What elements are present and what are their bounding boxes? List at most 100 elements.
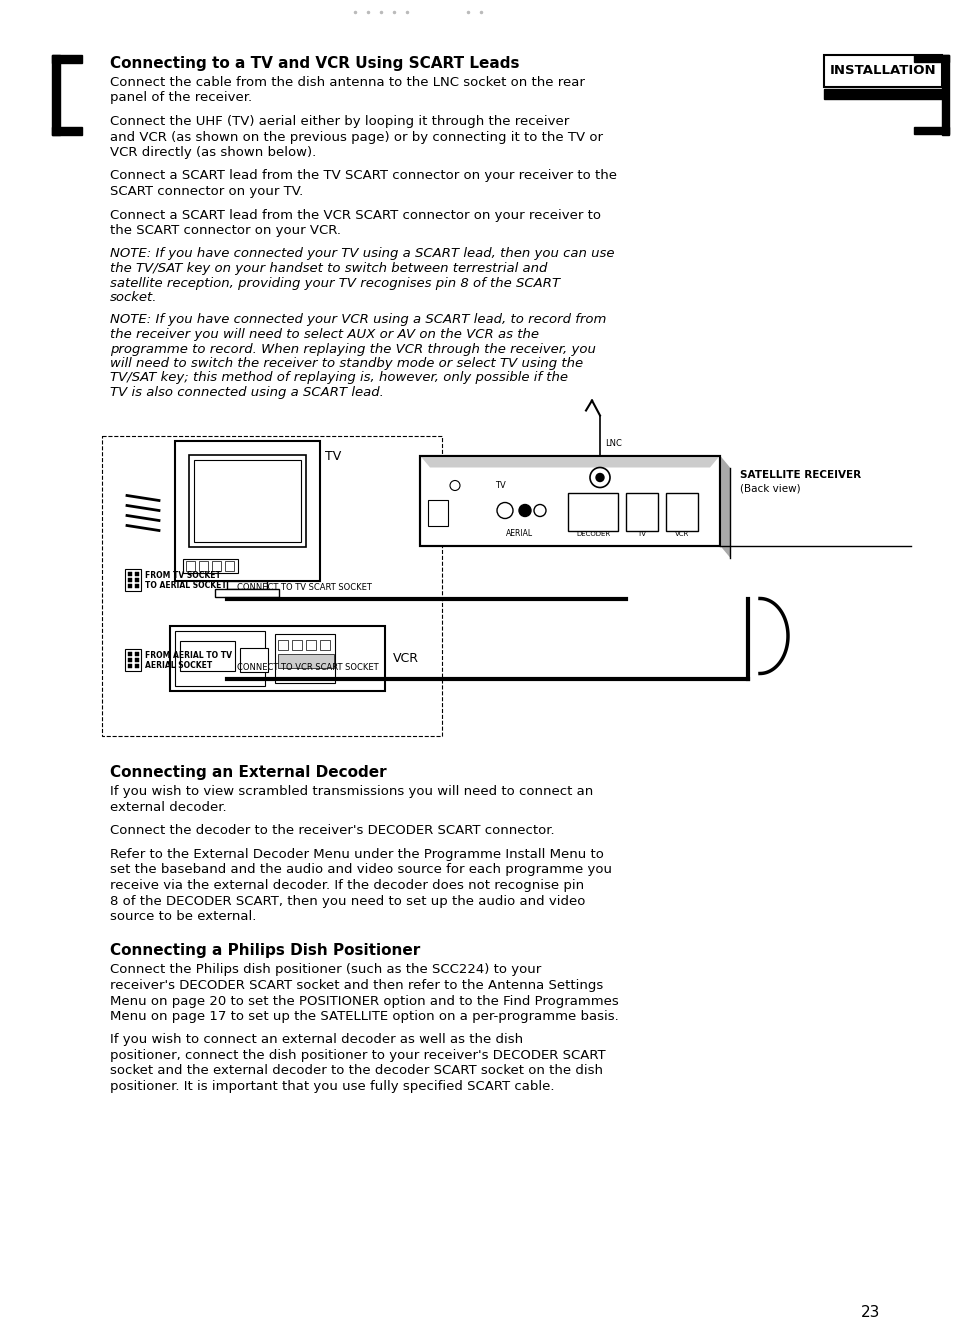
Text: panel of the receiver.: panel of the receiver. [110, 91, 252, 105]
Bar [212, 560, 221, 571]
Bar [428, 500, 448, 525]
Bar [52, 127, 82, 135]
Bar [319, 639, 330, 650]
Bar [135, 658, 139, 662]
Bar [128, 663, 132, 667]
Bar [306, 639, 315, 650]
Text: Connect a SCART lead from the VCR SCART connector on your receiver to: Connect a SCART lead from the VCR SCART … [110, 209, 600, 221]
Text: Connect the Philips dish positioner (such as the SCC224) to your: Connect the Philips dish positioner (suc… [110, 963, 540, 977]
Text: AERIAL SOCKET: AERIAL SOCKET [145, 661, 212, 670]
Bar [128, 583, 132, 587]
Bar [665, 493, 698, 531]
Text: and VCR (as shown on the previous page) or by connecting it to the TV or: and VCR (as shown on the previous page) … [110, 130, 602, 143]
Text: Connecting to a TV and VCR Using SCART Leads: Connecting to a TV and VCR Using SCART L… [110, 56, 519, 71]
Text: Connecting an External Decoder: Connecting an External Decoder [110, 765, 386, 780]
Text: Connect the decoder to the receiver's DECODER SCART connector.: Connect the decoder to the receiver's DE… [110, 824, 554, 838]
Bar [419, 456, 720, 545]
Bar [823, 55, 941, 87]
Text: 8 of the DECODER SCART, then you need to set up the audio and video: 8 of the DECODER SCART, then you need to… [110, 895, 585, 907]
Bar [292, 639, 302, 650]
Bar [823, 88, 941, 99]
Text: source to be external.: source to be external. [110, 910, 256, 923]
Bar [274, 634, 335, 682]
Bar [128, 651, 132, 655]
Text: (Back view): (Back view) [740, 484, 800, 493]
Bar [135, 583, 139, 587]
Bar [174, 631, 265, 686]
Bar [240, 647, 268, 671]
Text: TV: TV [325, 450, 341, 464]
Text: VCR directly (as shown below).: VCR directly (as shown below). [110, 146, 315, 159]
Text: If you wish to view scrambled transmissions you will need to connect an: If you wish to view scrambled transmissi… [110, 785, 593, 799]
Text: AERIAL: AERIAL [506, 528, 533, 537]
Text: external decoder.: external decoder. [110, 801, 227, 813]
Bar [199, 560, 208, 571]
Text: TV is also connected using a SCART lead.: TV is also connected using a SCART lead. [110, 386, 383, 399]
Text: will need to switch the receiver to standby mode or select TV using the: will need to switch the receiver to stan… [110, 356, 582, 370]
Text: the receiver you will need to select AUX or AV on the VCR as the: the receiver you will need to select AUX… [110, 328, 538, 340]
Bar [277, 654, 334, 667]
Text: TO AERIAL SOCKET: TO AERIAL SOCKET [145, 580, 227, 590]
Text: VCR: VCR [393, 651, 418, 665]
Circle shape [450, 481, 459, 490]
Bar [913, 127, 948, 134]
Text: CONNECT TO VCR SCART SOCKET: CONNECT TO VCR SCART SOCKET [236, 662, 378, 671]
Bar [52, 55, 60, 135]
Bar [128, 658, 132, 662]
Bar [125, 568, 141, 591]
Text: If you wish to connect an external decoder as well as the dish: If you wish to connect an external decod… [110, 1033, 522, 1047]
Bar [419, 456, 720, 545]
Bar [128, 571, 132, 575]
Text: CONNECT TO TV SCART SOCKET: CONNECT TO TV SCART SOCKET [236, 583, 372, 591]
Text: SCART connector on your TV.: SCART connector on your TV. [110, 185, 303, 198]
Bar [135, 578, 139, 582]
Text: NOTE: If you have connected your VCR using a SCART lead, to record from: NOTE: If you have connected your VCR usi… [110, 314, 606, 327]
Text: Menu on page 17 to set up the SATELLITE option on a per-programme basis.: Menu on page 17 to set up the SATELLITE … [110, 1010, 618, 1022]
Text: SATELLITE RECEIVER: SATELLITE RECEIVER [740, 470, 861, 481]
Text: LNC: LNC [604, 440, 621, 448]
Bar [277, 639, 288, 650]
Text: positioner. It is important that you use fully specified SCART cable.: positioner. It is important that you use… [110, 1080, 554, 1093]
Text: the SCART connector on your VCR.: the SCART connector on your VCR. [110, 224, 340, 237]
Circle shape [589, 468, 609, 488]
Text: NOTE: If you have connected your TV using a SCART lead, then you can use: NOTE: If you have connected your TV usin… [110, 248, 614, 260]
Text: receiver's DECODER SCART socket and then refer to the Antenna Settings: receiver's DECODER SCART socket and then… [110, 980, 602, 992]
Bar [52, 55, 82, 63]
Bar [913, 55, 948, 62]
Circle shape [518, 504, 531, 516]
Bar [189, 454, 306, 547]
Text: set the baseband and the audio and video source for each programme you: set the baseband and the audio and video… [110, 863, 612, 876]
Bar [227, 580, 267, 588]
Bar [128, 578, 132, 582]
Bar [186, 560, 194, 571]
Bar [193, 460, 301, 541]
Text: VCR: VCR [674, 532, 688, 537]
Text: TV: TV [637, 532, 646, 537]
Bar [170, 626, 385, 690]
Bar [941, 55, 948, 135]
Bar [225, 560, 233, 571]
Bar [214, 588, 278, 596]
Bar [135, 663, 139, 667]
Bar [135, 571, 139, 575]
Bar [180, 641, 234, 670]
Text: receive via the external decoder. If the decoder does not recognise pin: receive via the external decoder. If the… [110, 879, 583, 892]
Polygon shape [720, 456, 729, 557]
Text: INSTALLATION: INSTALLATION [829, 64, 935, 78]
Text: Connecting a Philips Dish Positioner: Connecting a Philips Dish Positioner [110, 943, 420, 958]
Text: Menu on page 20 to set the POSITIONER option and to the Find Programmes: Menu on page 20 to set the POSITIONER op… [110, 994, 618, 1008]
Text: Connect a SCART lead from the TV SCART connector on your receiver to the: Connect a SCART lead from the TV SCART c… [110, 169, 617, 182]
Text: FROM AERIAL TO TV: FROM AERIAL TO TV [145, 651, 232, 661]
Bar [174, 441, 319, 580]
Text: satellite reception, providing your TV recognises pin 8 of the SCART: satellite reception, providing your TV r… [110, 276, 559, 289]
Text: programme to record. When replaying the VCR through the receiver, you: programme to record. When replaying the … [110, 343, 596, 355]
Text: Refer to the External Decoder Menu under the Programme Install Menu to: Refer to the External Decoder Menu under… [110, 848, 603, 862]
Text: TV: TV [494, 481, 505, 490]
Circle shape [596, 473, 603, 481]
Text: socket.: socket. [110, 291, 157, 304]
Text: positioner, connect the dish positioner to your receiver's DECODER SCART: positioner, connect the dish positioner … [110, 1049, 605, 1063]
Bar [625, 493, 658, 531]
Bar [125, 649, 141, 670]
Circle shape [497, 502, 513, 519]
Bar [102, 436, 441, 736]
